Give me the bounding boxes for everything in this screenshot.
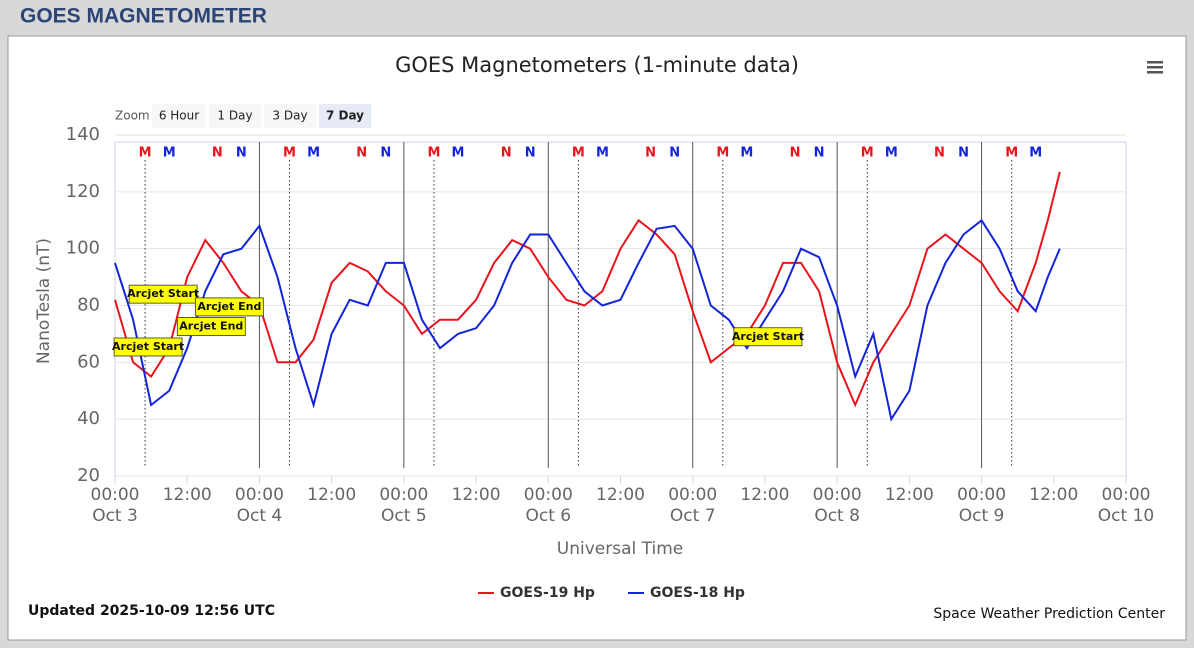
marker-label: N bbox=[645, 146, 656, 161]
zoom-button[interactable] bbox=[152, 104, 206, 128]
x-tick-label: 12:00 bbox=[596, 485, 645, 505]
zoom-button[interactable] bbox=[319, 104, 371, 128]
marker-label: M bbox=[1005, 146, 1018, 161]
x-tick-label: 00:00 bbox=[91, 485, 140, 505]
annotation-label: Arcjet Start bbox=[127, 287, 199, 300]
y-tick-label: 140 bbox=[66, 124, 100, 145]
x-day-label: Oct 3 bbox=[92, 506, 138, 526]
annotation-label: Arcjet End bbox=[197, 300, 261, 313]
zoom-button-label[interactable]: 6 Hour bbox=[159, 109, 199, 123]
y-tick-label: 100 bbox=[66, 238, 100, 259]
annotation-label: Arcjet Start bbox=[732, 330, 804, 343]
marker-label: M bbox=[740, 146, 753, 161]
panel bbox=[7, 35, 1187, 641]
marker-label: M bbox=[139, 146, 152, 161]
x-tick-label: 12:00 bbox=[163, 485, 212, 505]
x-tick-label: 12:00 bbox=[885, 485, 934, 505]
series-line bbox=[114, 218, 1061, 422]
annotation-box bbox=[128, 284, 198, 304]
y-axis-label: NanoTesla (nT) bbox=[34, 238, 54, 364]
x-tick-label: 00:00 bbox=[524, 485, 573, 505]
x-tick-label: 12:00 bbox=[1029, 485, 1078, 505]
annotation-box bbox=[113, 337, 183, 357]
marker-label: N bbox=[212, 146, 223, 161]
marker-label: N bbox=[501, 146, 512, 161]
x-tick-label: 12:00 bbox=[452, 485, 501, 505]
marker-label: M bbox=[307, 146, 320, 161]
x-tick-label: 00:00 bbox=[1102, 485, 1151, 505]
marker-label: N bbox=[958, 146, 969, 161]
y-tick-label: 60 bbox=[77, 351, 100, 372]
annotation-label: Arcjet End bbox=[179, 320, 243, 333]
credit: Space Weather Prediction Center bbox=[933, 606, 1165, 622]
zoom-label: Zoom bbox=[115, 109, 150, 123]
x-day-label: Oct 5 bbox=[381, 506, 427, 526]
marker-label: M bbox=[1029, 146, 1042, 161]
marker-label: M bbox=[596, 146, 609, 161]
marker-label: M bbox=[283, 146, 296, 161]
annotation-box bbox=[194, 297, 264, 317]
y-tick-label: 80 bbox=[77, 295, 100, 316]
marker-label: M bbox=[452, 146, 465, 161]
x-day-label: Oct 10 bbox=[1098, 506, 1154, 526]
updated: Updated 2025-10-09 12:56 UTC bbox=[28, 603, 275, 619]
marker-label: N bbox=[236, 146, 247, 161]
zoom-button-label[interactable]: 7 Day bbox=[326, 109, 364, 123]
marker-label: M bbox=[716, 146, 729, 161]
x-tick-label: 12:00 bbox=[307, 485, 356, 505]
zoom-button[interactable] bbox=[209, 104, 261, 128]
x-tick-label: 00:00 bbox=[957, 485, 1006, 505]
x-tick-label: 00:00 bbox=[668, 485, 717, 505]
x-tick-label: 00:00 bbox=[379, 485, 428, 505]
zoom-button[interactable] bbox=[264, 104, 316, 128]
zoom-button-label[interactable]: 3 Day bbox=[272, 109, 307, 123]
marker-label: N bbox=[934, 146, 945, 161]
chart-title: GOES Magnetometers (1-minute data) bbox=[395, 53, 799, 77]
x-tick-label: 12:00 bbox=[740, 485, 789, 505]
marker-label: N bbox=[380, 146, 391, 161]
marker-label: M bbox=[885, 146, 898, 161]
y-tick-label: 20 bbox=[77, 465, 100, 486]
zoom-button-label[interactable]: 1 Day bbox=[217, 109, 252, 123]
x-day-label: Oct 4 bbox=[237, 506, 283, 526]
marker-label: N bbox=[814, 146, 825, 161]
marker-label: M bbox=[572, 146, 585, 161]
marker-label: M bbox=[427, 146, 440, 161]
annotation-box bbox=[176, 317, 246, 336]
x-tick-label: 00:00 bbox=[813, 485, 862, 505]
x-day-label: Oct 6 bbox=[525, 506, 571, 526]
marker-label: N bbox=[525, 146, 536, 161]
menu-icon[interactable] bbox=[1147, 61, 1163, 74]
x-axis-label: Universal Time bbox=[557, 539, 683, 559]
legend-label[interactable]: GOES-19 Hp bbox=[500, 585, 595, 601]
marker-label: N bbox=[356, 146, 367, 161]
x-day-label: Oct 7 bbox=[670, 506, 716, 526]
y-tick-label: 40 bbox=[77, 408, 100, 429]
marker-label: M bbox=[163, 146, 176, 161]
annotation-box bbox=[733, 327, 803, 347]
x-day-label: Oct 8 bbox=[814, 506, 860, 526]
marker-label: N bbox=[669, 146, 680, 161]
y-tick-label: 120 bbox=[66, 181, 100, 202]
legend-label[interactable]: GOES-18 Hp bbox=[650, 585, 745, 601]
annotation-label: Arcjet Start bbox=[112, 340, 184, 353]
marker-label: M bbox=[861, 146, 874, 161]
marker-label: N bbox=[790, 146, 801, 161]
x-day-label: Oct 9 bbox=[959, 506, 1005, 526]
x-tick-label: 00:00 bbox=[235, 485, 284, 505]
header-title: GOES MAGNETOMETER bbox=[20, 5, 267, 28]
